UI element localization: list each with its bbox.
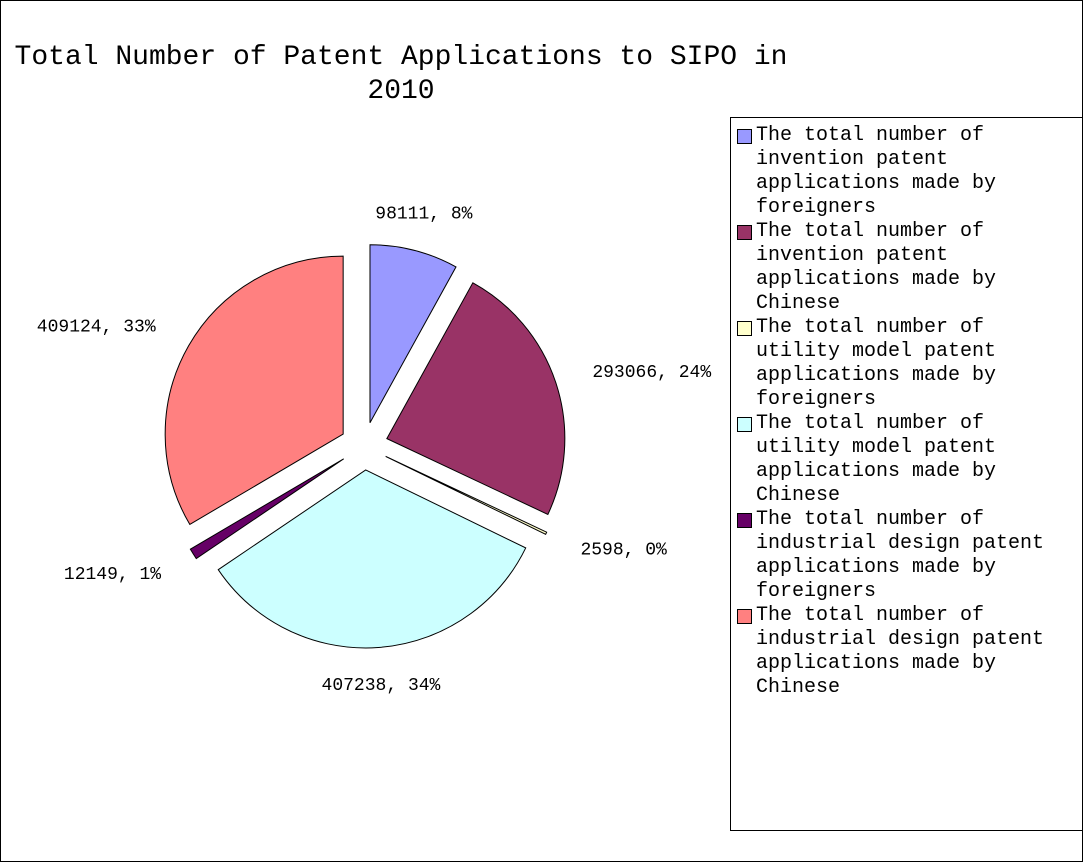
legend-item: The total number of industrial design pa… [737,508,1082,604]
data-label: 2598, 0% [580,540,667,560]
legend-label: The total number of industrial design pa… [756,508,1045,603]
legend-label: The total number of utility model patent… [756,412,997,507]
legend-item: The total number of utility model patent… [737,412,1082,508]
legend-swatch [737,513,752,528]
legend-swatch [737,225,752,240]
pie-slice [217,469,527,649]
pie-slice [189,458,344,560]
chart-title: Total Number of Patent Applications to S… [14,42,788,107]
legend-item: The total number of industrial design pa… [737,604,1082,700]
legend-item: The total number of invention patent app… [737,220,1082,316]
data-label: 409124, 33% [37,318,156,338]
legend-item: The total number of utility model patent… [737,316,1082,412]
pie-slice [164,255,344,526]
pie-slice [385,455,548,536]
legend-label: The total number of invention patent app… [756,124,997,219]
legend-swatch [737,609,752,624]
data-label: 98111, 8% [375,204,472,224]
pie-area: 98111, 8% 293066, 24% 2598, 0% 407238, 34% 1… [37,204,712,696]
pie-slice [386,282,566,516]
data-label: 12149, 1% [64,565,161,585]
legend-swatch [737,321,752,336]
pie-slice [369,244,457,424]
legend-item: The total number of invention patent app… [737,124,1082,220]
legend: The total number of invention patent app… [730,117,1082,831]
legend-label: The total number of invention patent app… [756,220,997,315]
legend-swatch [737,129,752,144]
data-label: 293066, 24% [592,363,711,383]
legend-label: The total number of utility model patent… [756,316,997,411]
data-label: 407238, 34% [322,676,441,696]
legend-swatch [737,417,752,432]
legend-label: The total number of industrial design pa… [756,604,1045,699]
